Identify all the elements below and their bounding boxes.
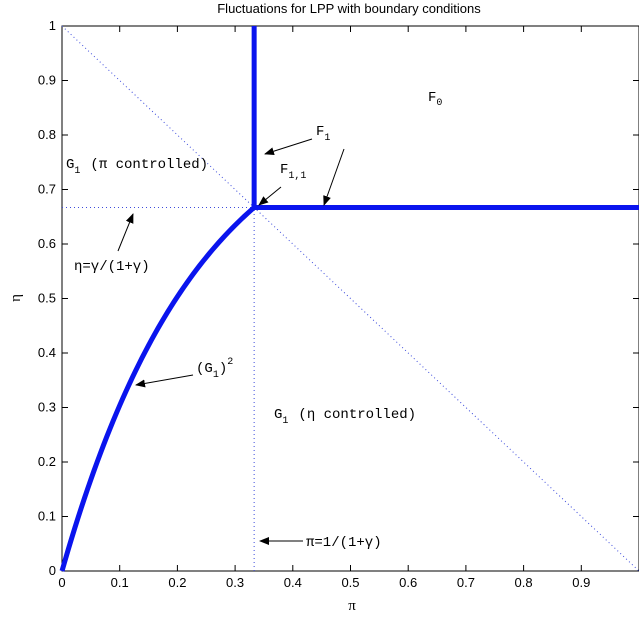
y-axis-ticks: 0 0.1 0.2 0.3 0.4 0.5 0.6 0.7 0.8 0.9 1 <box>38 18 639 578</box>
arrow-F11 <box>258 186 282 206</box>
label-G1-eta-controlled: G1 (η controlled) <box>274 407 416 427</box>
x-tick-label: 0.9 <box>572 575 590 590</box>
x-tick-label: 0.8 <box>515 575 533 590</box>
y-tick-label: 1 <box>49 18 56 33</box>
y-tick-label: 0.2 <box>38 454 56 469</box>
y-tick-label: 0.9 <box>38 73 56 88</box>
label-F11: F1,1 <box>280 162 306 182</box>
x-tick-label: 0.4 <box>284 575 302 590</box>
label-F1: F1 <box>316 124 330 144</box>
x-tick-label: 0.5 <box>341 575 359 590</box>
y-tick-label: 0.7 <box>38 182 56 197</box>
x-tick-label: 0.2 <box>168 575 186 590</box>
x-tick-label: 0.6 <box>399 575 417 590</box>
label-G1-squared: (G1)2 <box>196 357 233 381</box>
y-tick-label: 0.3 <box>38 400 56 415</box>
arrow-F1-horizontal <box>323 148 345 206</box>
x-tick-label: 0.1 <box>111 575 129 590</box>
y-tick-label: 0.8 <box>38 127 56 142</box>
label-pi-equation: π=1/(1+γ) <box>306 535 382 551</box>
x-tick-label: 0.7 <box>457 575 475 590</box>
label-G1-pi-controlled: G1 (π controlled) <box>66 157 208 177</box>
arrow-F1 <box>264 138 313 156</box>
x-axis-label: π <box>348 598 356 614</box>
x-axis-ticks: 0 0.1 0.2 0.3 0.4 0.5 0.6 0.7 0.8 0.9 <box>58 26 590 590</box>
diagonal-dotted-line <box>61 25 639 572</box>
x-tick-label: 0 <box>58 575 65 590</box>
label-F0: F0 <box>428 90 442 109</box>
y-tick-label: 0.1 <box>38 509 56 524</box>
x-tick-label: 0.3 <box>226 575 244 590</box>
label-eta-equation: η=γ/(1+γ) <box>74 259 150 275</box>
arrow-G1-squared <box>135 374 194 388</box>
y-tick-label: 0 <box>49 563 56 578</box>
y-tick-label: 0.4 <box>38 345 56 360</box>
arrow-eta-equation <box>117 213 134 252</box>
boundary-curve-line <box>59 205 256 572</box>
chart-title: Fluctuations for LPP with boundary condi… <box>217 1 481 16</box>
y-tick-label: 0.5 <box>38 291 56 306</box>
y-axis-label: η <box>8 294 24 302</box>
y-tick-label: 0.6 <box>38 236 56 251</box>
